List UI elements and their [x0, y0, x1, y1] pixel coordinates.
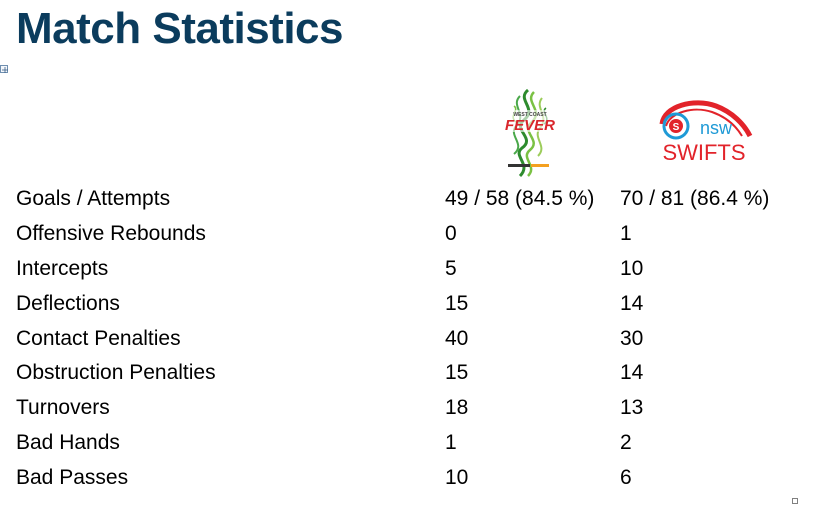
stat-row: Bad Hands 1 2	[16, 426, 800, 461]
table-resize-handle[interactable]	[792, 498, 798, 504]
swifts-value: 14	[620, 361, 644, 385]
stat-row: Intercepts 5 10	[16, 252, 800, 287]
swifts-value: 13	[620, 396, 644, 420]
swifts-value: 14	[620, 291, 644, 315]
fever-value: 18	[445, 396, 469, 420]
stat-row: Contact Penalties 40 30	[16, 321, 800, 356]
stat-row: Goals / Attempts 49 / 58 (84.5 %) 70 / 8…	[16, 182, 800, 217]
swifts-value: 70 / 81 (86.4 %)	[620, 187, 770, 211]
fever-value: 0	[445, 222, 457, 246]
fever-value: 15	[445, 291, 469, 315]
page-title: Match Statistics	[16, 4, 343, 53]
swifts-value: 1	[620, 222, 632, 246]
stat-label: Goals / Attempts	[16, 187, 171, 211]
stats-table-body: Goals / Attempts 49 / 58 (84.5 %) 70 / 8…	[16, 182, 800, 495]
stat-label: Obstruction Penalties	[16, 361, 216, 385]
table-move-handle-icon[interactable]	[0, 65, 8, 73]
stat-row: Offensive Rebounds 0 1	[16, 217, 800, 252]
svg-text:WEST COAST: WEST COAST	[513, 112, 546, 118]
stat-label: Deflections	[16, 291, 120, 315]
stat-label: Bad Passes	[16, 465, 129, 489]
stat-label: Offensive Rebounds	[16, 222, 206, 246]
stat-label: Bad Hands	[16, 430, 120, 454]
swifts-value: 2	[620, 430, 632, 454]
fever-value: 49 / 58 (84.5 %)	[445, 187, 595, 211]
fever-brand-text: FEVER	[505, 117, 555, 134]
stat-label: Contact Penalties	[16, 326, 181, 350]
swifts-value: 30	[620, 326, 644, 350]
swifts-brand-text: SWIFTS	[662, 140, 745, 165]
stat-label: Intercepts	[16, 256, 109, 280]
fever-value: 40	[445, 326, 469, 350]
swifts-sub-text: nsw	[700, 118, 733, 138]
fever-value: 15	[445, 361, 469, 385]
stat-row: Deflections 15 14	[16, 286, 800, 321]
svg-text:S: S	[673, 122, 680, 133]
fever-value: 10	[445, 465, 469, 489]
swifts-value: 10	[620, 256, 644, 280]
swifts-logo-icon: S nsw SWIFTS	[654, 96, 754, 166]
fever-value: 1	[445, 430, 457, 454]
stat-row: Bad Passes 10 6	[16, 460, 800, 495]
swifts-value: 6	[620, 465, 632, 489]
fever-value: 5	[445, 256, 457, 280]
fever-logo-icon: WEST COAST FEVER	[498, 86, 562, 180]
stat-row: Obstruction Penalties 15 14	[16, 356, 800, 391]
stat-label: Turnovers	[16, 396, 110, 420]
match-stats-table: Goals / Attempts 49 / 58 (84.5 %) 70 / 8…	[16, 182, 800, 495]
stat-row: Turnovers 18 13	[16, 391, 800, 426]
